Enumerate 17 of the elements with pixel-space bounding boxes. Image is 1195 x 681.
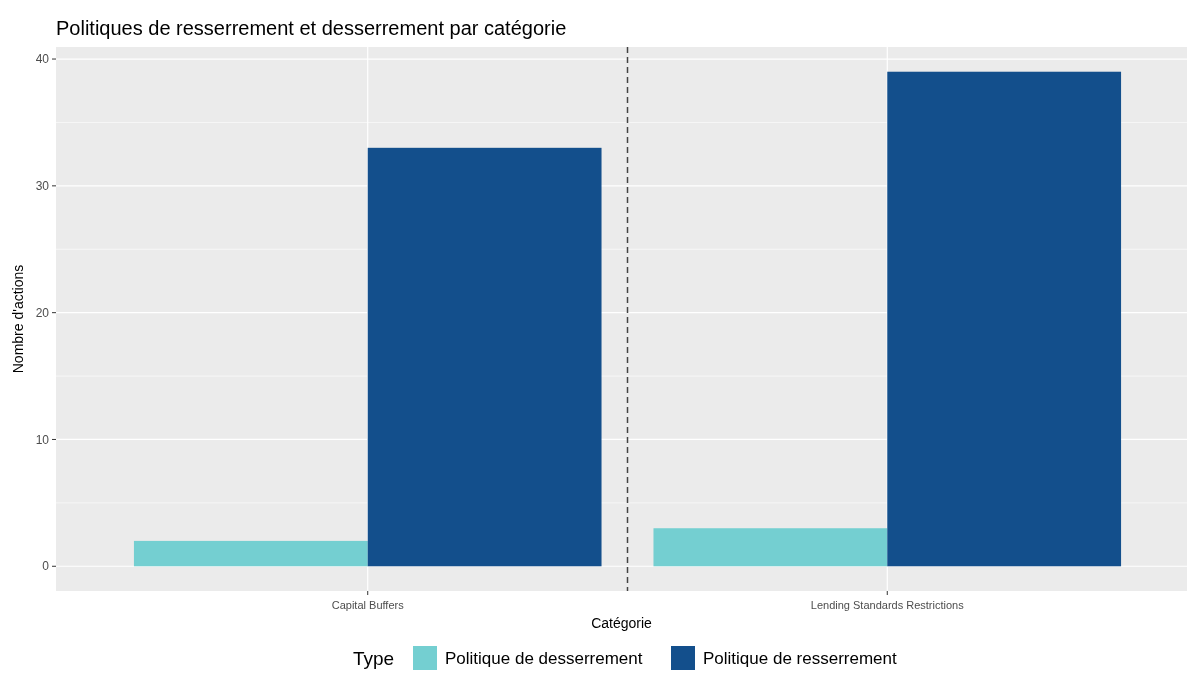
y-tick-label: 10 <box>35 432 50 447</box>
x-tick-label: Capital Buffers <box>331 599 405 611</box>
bar <box>367 147 602 567</box>
chart-title: Politiques de resserrement et desserrement par catégorie <box>56 17 567 39</box>
bar <box>133 540 368 567</box>
legend-label: Politique de resserrement <box>703 648 897 668</box>
x-axis-title: Catégorie <box>591 615 653 631</box>
y-tick-label: 20 <box>35 305 50 320</box>
x-tick-label: Lending Standards Restrictions <box>810 599 965 611</box>
y-tick-label: 40 <box>35 52 50 67</box>
bar <box>887 71 1122 567</box>
legend-label: Politique de desserrement <box>445 648 643 668</box>
bar <box>653 528 888 567</box>
legend-title: Type <box>353 647 395 669</box>
y-tick-label: 30 <box>35 179 50 194</box>
y-axis-title: Nombre d'actions <box>10 264 26 374</box>
y-tick-label: 0 <box>42 559 50 574</box>
